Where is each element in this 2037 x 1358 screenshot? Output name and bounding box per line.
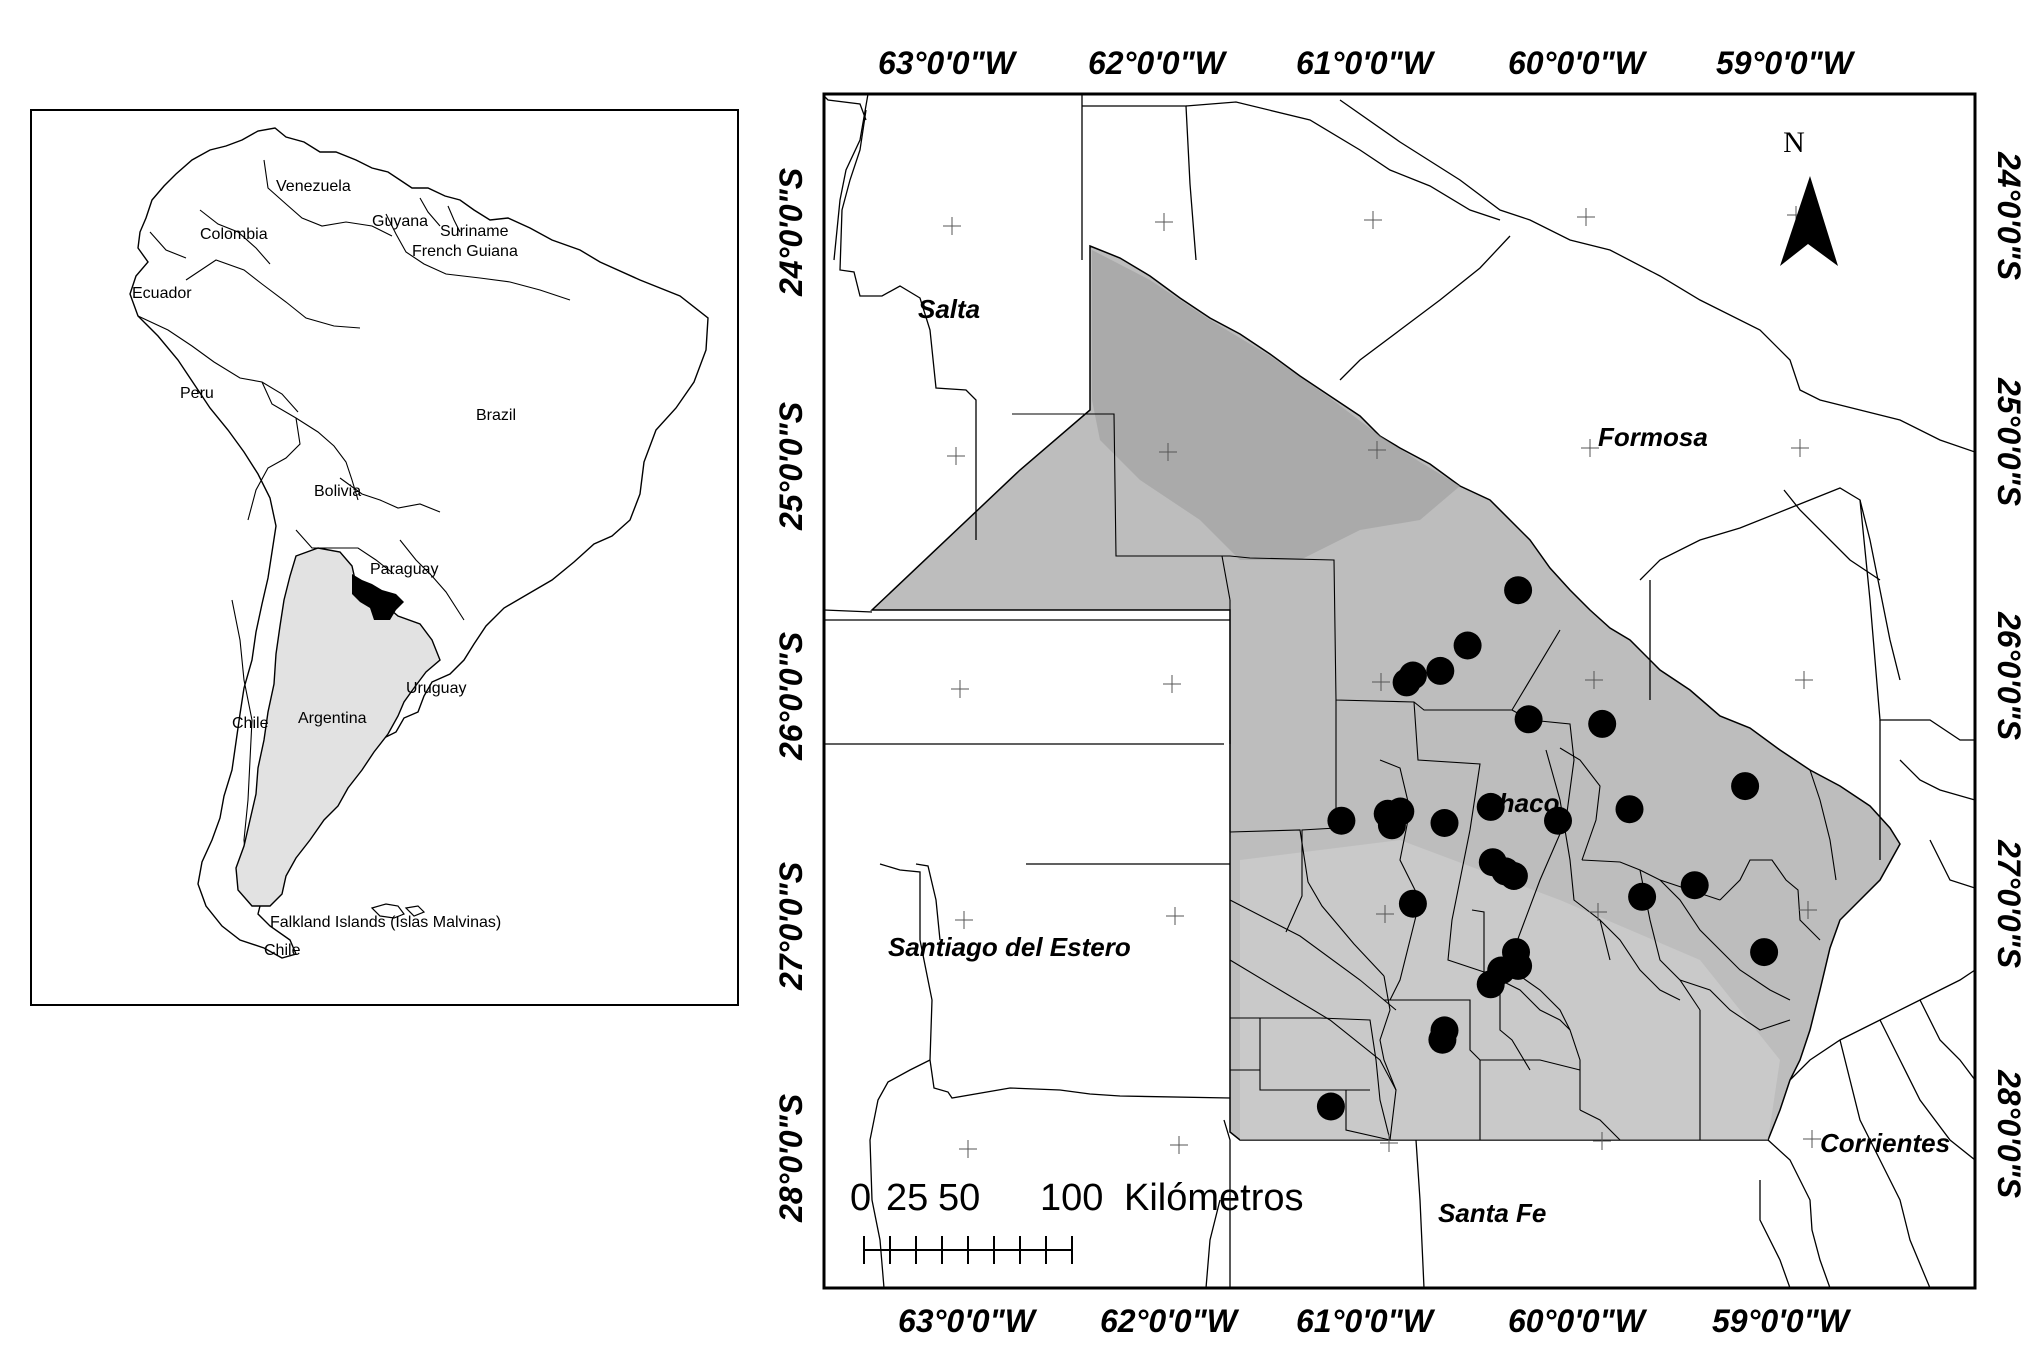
bottom-longitude-labels: 63°0'0"W 62°0'0"W 61°0'0"W 60°0'0"W 59°0… bbox=[898, 1303, 1852, 1339]
right-lat-27: 27°0'0"S bbox=[1991, 839, 2027, 969]
inset-label-peru: Peru bbox=[180, 385, 214, 402]
graticule-crosses bbox=[943, 206, 1821, 1158]
main-map: Salta Formosa Chaco Santiago del Estero … bbox=[822, 92, 1977, 1290]
top-lon-60: 60°0'0"W bbox=[1508, 45, 1648, 81]
left-lat-27: 27°0'0"S bbox=[773, 861, 809, 991]
chaco-texture-dark bbox=[1092, 250, 1460, 560]
bottom-lon-62: 62°0'0"W bbox=[1100, 1303, 1240, 1339]
bottom-lon-63: 63°0'0"W bbox=[898, 1303, 1038, 1339]
sample-site-22 bbox=[1398, 889, 1427, 918]
province-label-chaco: Chaco bbox=[1480, 788, 1560, 818]
inset-label-falkland-islands: Falkland Islands (Islas Malvinas) bbox=[270, 914, 501, 931]
scale-bar-ticks bbox=[863, 1236, 1073, 1264]
sample-site-7 bbox=[1588, 709, 1617, 738]
north-arrow-icon bbox=[1780, 176, 1838, 266]
province-label-salta: Salta bbox=[918, 294, 980, 324]
right-lat-26: 26°0'0"S bbox=[1991, 611, 2027, 741]
department-borders bbox=[1012, 413, 1837, 1141]
scale-unit: Kilómetros bbox=[1124, 1177, 1304, 1219]
study-area-marker bbox=[352, 574, 404, 620]
bottom-lon-61: 61°0'0"W bbox=[1296, 1303, 1436, 1339]
inset-label-ecuador: Ecuador bbox=[132, 285, 192, 302]
sample-site-13 bbox=[1430, 809, 1459, 837]
scale-label-25: 25 bbox=[886, 1177, 928, 1219]
sample-site-2 bbox=[1453, 631, 1482, 660]
right-lat-28: 28°0'0"S bbox=[1991, 1069, 2027, 1199]
sample-site-6 bbox=[1514, 705, 1543, 734]
scale-bar: 0 25 50 100 Kilómetros bbox=[850, 1177, 1304, 1264]
top-longitude-labels: 63°0'0"W 62°0'0"W 61°0'0"W 60°0'0"W 59°0… bbox=[878, 45, 1856, 81]
sample-site-19 bbox=[1499, 862, 1528, 890]
sample-site-15 bbox=[1544, 806, 1572, 835]
inset-label-french-guiana: French Guiana bbox=[412, 243, 518, 260]
top-lon-62: 62°0'0"W bbox=[1088, 45, 1228, 81]
scale-label-0: 0 bbox=[850, 1177, 871, 1219]
sample-site-5 bbox=[1392, 668, 1421, 697]
left-lat-26: 26°0'0"S bbox=[773, 631, 809, 761]
north-label: N bbox=[1783, 126, 1805, 159]
sample-site-30 bbox=[1316, 1092, 1345, 1121]
inset-borders bbox=[137, 159, 571, 881]
province-label-santa-fe: Santa Fe bbox=[1438, 1198, 1546, 1228]
left-lat-25: 25°0'0"S bbox=[773, 401, 809, 531]
top-lon-61: 61°0'0"W bbox=[1296, 45, 1436, 81]
sample-site-27 bbox=[1476, 970, 1505, 999]
inset-label-colombia: Colombia bbox=[200, 226, 268, 243]
sample-sites bbox=[1316, 576, 1779, 1121]
sample-site-14 bbox=[1327, 806, 1356, 835]
bottom-lon-60: 60°0'0"W bbox=[1508, 1303, 1648, 1339]
inset-map: Venezuela Colombia Guyana Suriname Frenc… bbox=[30, 109, 739, 1006]
inset-label-venezuela: Venezuela bbox=[276, 178, 351, 195]
sample-site-21 bbox=[1628, 882, 1657, 911]
left-lat-28: 28°0'0"S bbox=[773, 1093, 809, 1223]
top-lon-59: 59°0'0"W bbox=[1716, 45, 1856, 81]
right-latitude-labels: 24°0'0"S 25°0'0"S 26°0'0"S 27°0'0"S 28°0… bbox=[1991, 151, 2027, 1199]
sample-site-24 bbox=[1750, 938, 1779, 967]
scale-label-50: 50 bbox=[938, 1177, 980, 1219]
sample-site-16 bbox=[1615, 795, 1644, 824]
province-label-corrientes: Corrientes bbox=[1820, 1128, 1950, 1158]
chaco-province bbox=[870, 244, 1901, 1141]
bottom-lon-59: 59°0'0"W bbox=[1712, 1303, 1852, 1339]
chaco-texture-light bbox=[1240, 840, 1780, 1140]
north-arrow: N bbox=[1780, 126, 1838, 266]
sample-site-12 bbox=[1377, 811, 1406, 840]
inset-label-paraguay: Paraguay bbox=[370, 561, 439, 578]
main-map-frame bbox=[822, 92, 1977, 1290]
inset-label-brazil: Brazil bbox=[476, 407, 516, 424]
inset-label-argentina: Argentina bbox=[298, 710, 367, 727]
province-label-formosa: Formosa bbox=[1598, 422, 1708, 452]
province-label-santiago-del-estero: Santiago del Estero bbox=[888, 932, 1131, 962]
inset-label-bolivia: Bolivia bbox=[314, 483, 361, 500]
inset-label-suriname: Suriname bbox=[440, 223, 509, 240]
right-lat-25: 25°0'0"S bbox=[1991, 377, 2027, 507]
left-latitude-labels: 24°0'0"S 25°0'0"S 26°0'0"S 27°0'0"S 28°0… bbox=[773, 167, 809, 1223]
inset-label-uruguay: Uruguay bbox=[406, 680, 466, 697]
sample-site-20 bbox=[1680, 871, 1709, 900]
left-lat-24: 24°0'0"S bbox=[773, 167, 809, 297]
inset-label-chile: Chile bbox=[232, 715, 269, 732]
inset-label-guyana: Guyana bbox=[372, 213, 428, 230]
sample-site-1 bbox=[1504, 576, 1533, 605]
province-borders bbox=[824, 94, 1975, 1288]
sample-site-3 bbox=[1426, 656, 1455, 685]
top-lon-63: 63°0'0"W bbox=[878, 45, 1018, 81]
sample-site-8 bbox=[1731, 772, 1760, 801]
scale-label-100: 100 bbox=[1040, 1177, 1103, 1219]
sample-site-9 bbox=[1476, 792, 1505, 821]
inset-label-chile-south: Chile bbox=[264, 942, 301, 959]
sample-site-29 bbox=[1428, 1025, 1457, 1054]
falkland-islands bbox=[370, 903, 426, 919]
right-lat-24: 24°0'0"S bbox=[1991, 151, 2027, 281]
